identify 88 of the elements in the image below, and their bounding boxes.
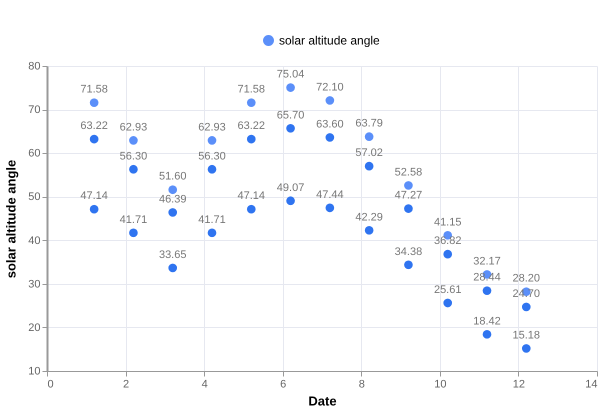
point: [522, 302, 531, 312]
point: [286, 124, 295, 133]
point: [482, 330, 492, 339]
point: [482, 286, 492, 295]
data-label: 71.58: [80, 84, 108, 96]
point: [90, 204, 98, 214]
data-label: 28.44: [473, 272, 501, 284]
x-axis-title: Date: [308, 394, 337, 408]
point: [246, 204, 256, 214]
data-label: 47.27: [394, 190, 422, 202]
data-label: 51.60: [158, 170, 186, 183]
point: [208, 136, 216, 145]
data-label: 63.22: [238, 120, 266, 132]
point: [129, 228, 138, 238]
data-label: 42.29: [355, 211, 383, 224]
y-tick-label: 60: [28, 148, 40, 160]
x-tick-label: 4: [202, 378, 208, 390]
data-label: 75.04: [276, 68, 304, 81]
data-label: 28.20: [512, 272, 540, 285]
point: [90, 98, 98, 108]
data-label: 47.14: [238, 190, 266, 202]
point: [364, 162, 374, 170]
data-label: 41.15: [434, 216, 462, 228]
point: [246, 98, 256, 108]
point: [129, 136, 138, 145]
data-label: 65.70: [276, 109, 304, 122]
point: [364, 132, 374, 141]
data-label: 18.42: [473, 315, 501, 328]
point: [129, 164, 138, 174]
x-tick-label: 12: [512, 378, 526, 390]
point: [168, 185, 178, 194]
data-label: 34.38: [394, 246, 422, 258]
y-tick-label: 10: [28, 366, 40, 378]
data-label: 72.10: [316, 81, 344, 94]
y-tick-label: 30: [28, 278, 40, 290]
point: [404, 181, 413, 190]
point: [326, 133, 334, 142]
point: [246, 134, 256, 144]
y-tick-label: 50: [28, 191, 40, 204]
data-label: 47.14: [80, 190, 108, 202]
y-tick-label: 20: [28, 322, 40, 334]
point: [208, 164, 216, 174]
point: [522, 344, 531, 353]
point: [443, 250, 452, 258]
data-label: 46.39: [158, 193, 186, 206]
point: [443, 298, 452, 308]
x-tick-label: 0: [48, 378, 54, 390]
data-label: 47.44: [316, 188, 344, 201]
data-label: 52.58: [394, 166, 422, 178]
point: [168, 208, 178, 217]
x-tick-label: 2: [123, 378, 130, 390]
data-label: 62.93: [120, 121, 148, 134]
y-tick-label: 70: [28, 104, 40, 116]
point: [286, 196, 295, 206]
point: [90, 134, 98, 144]
data-label: 33.65: [158, 248, 186, 261]
data-label: 36.82: [434, 235, 462, 248]
point: [404, 204, 413, 213]
point: [364, 226, 374, 235]
legend-label: solar altitude angle: [279, 34, 380, 48]
point: [168, 264, 178, 272]
x-tick-label: 6: [280, 378, 286, 390]
data-label: 49.07: [276, 182, 304, 194]
point: [326, 204, 334, 212]
data-label: 63.79: [355, 118, 383, 130]
data-label: 24.70: [512, 288, 540, 300]
x-tick-label: 10: [434, 378, 446, 390]
data-label: 25.61: [434, 284, 462, 296]
data-label: 57.02: [355, 147, 383, 160]
data-label: 15.18: [512, 329, 540, 342]
data-label: 41.71: [198, 214, 226, 226]
data-label: 63.60: [316, 118, 344, 130]
point: [286, 83, 295, 92]
point: [208, 228, 216, 238]
x-tick-label: 8: [358, 378, 365, 390]
data-label: 32.17: [473, 255, 501, 268]
data-label: 56.30: [120, 150, 148, 162]
data-label: 62.93: [198, 121, 226, 134]
point: [326, 96, 334, 105]
y-axis-title: solar altitude angle: [3, 160, 18, 278]
data-label: 63.22: [80, 120, 108, 132]
data-label: 56.30: [198, 150, 226, 162]
point: [404, 260, 413, 270]
x-tick-label: 14: [585, 378, 598, 390]
data-label: 71.58: [238, 84, 266, 96]
y-tick-label: 80: [28, 60, 40, 72]
data-label: 41.71: [120, 214, 148, 226]
y-tick-label: 40: [28, 234, 40, 247]
